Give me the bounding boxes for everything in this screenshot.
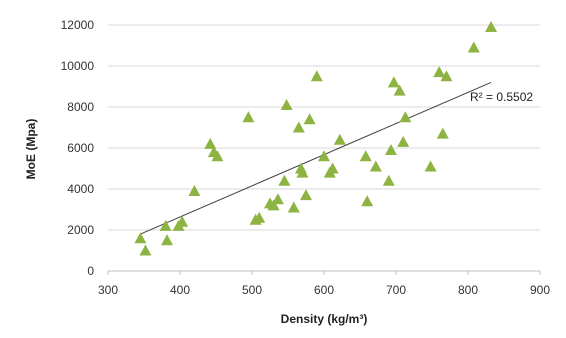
data-point (134, 232, 147, 244)
data-point (310, 70, 323, 82)
data-point (397, 135, 410, 147)
data-point (303, 113, 316, 125)
data-point (436, 127, 449, 139)
data-point (253, 211, 266, 223)
x-tick-label: 300 (98, 283, 118, 297)
y-tick-label: 6000 (67, 141, 94, 155)
data-point (333, 133, 346, 145)
x-tick-label: 800 (458, 283, 478, 297)
data-point (361, 195, 374, 207)
y-tick-label: 8000 (67, 100, 94, 114)
data-point (287, 201, 300, 213)
x-tick-label: 600 (314, 283, 334, 297)
y-tick-labels: 0 2000 4000 6000 8000 10000 12000 (61, 18, 95, 278)
trendline (140, 81, 492, 235)
data-point (326, 162, 339, 174)
data-point (485, 21, 498, 33)
r-squared-label: R² = 0.5502 (470, 90, 533, 104)
trendline-layer (140, 81, 492, 235)
data-point (271, 193, 284, 205)
data-point (296, 166, 309, 178)
data-point (188, 185, 201, 197)
data-point (204, 137, 217, 149)
data-point (176, 215, 189, 227)
y-tick-label: 12000 (61, 18, 95, 32)
data-point (359, 150, 372, 162)
grid (108, 24, 540, 231)
data-point (399, 111, 412, 123)
y-tick-label: 10000 (61, 59, 95, 73)
x-tick-label: 900 (530, 283, 550, 297)
y-tick-label: 0 (87, 264, 94, 278)
data-point (382, 174, 395, 186)
y-axis-title: MoE (Mpa) (24, 119, 38, 180)
data-point (384, 144, 397, 156)
x-tick-label: 700 (386, 283, 406, 297)
x-axis-title: Density (kg/m³) (281, 312, 368, 326)
x-tick-label: 400 (170, 283, 190, 297)
data-point (369, 160, 382, 172)
x-tick-label: 500 (242, 283, 262, 297)
data-point (433, 66, 446, 78)
data-point (242, 111, 255, 123)
data-point (278, 174, 291, 186)
data-point (280, 98, 293, 110)
data-point (300, 189, 312, 201)
data-point (139, 244, 152, 256)
y-tick-label: 4000 (67, 182, 94, 196)
data-points (134, 21, 498, 256)
data-point (440, 70, 453, 82)
data-point (318, 150, 330, 162)
data-point (161, 234, 174, 246)
y-tick-label: 2000 (67, 223, 94, 237)
data-point (292, 121, 305, 133)
data-point (159, 219, 172, 231)
x-tick-labels: 300 400 500 600 700 800 900 (98, 271, 550, 297)
data-point (211, 150, 224, 162)
data-point (387, 76, 400, 88)
data-point (393, 84, 406, 96)
data-point (467, 41, 480, 53)
data-point (267, 199, 280, 211)
data-point (424, 160, 437, 172)
